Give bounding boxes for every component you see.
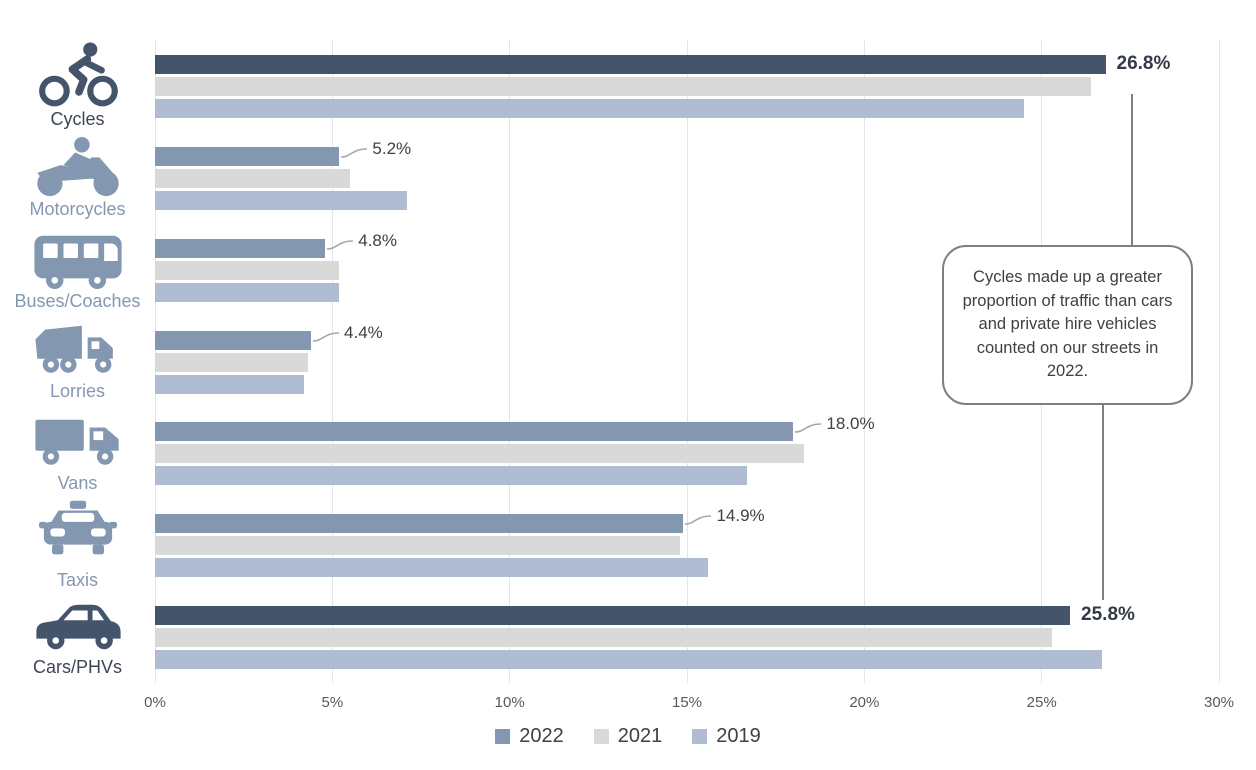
van-icon	[31, 412, 125, 472]
x-tick-0%: 0%	[144, 694, 166, 711]
x-tick-5%: 5%	[321, 694, 344, 711]
car-icon	[31, 596, 125, 656]
gridline-30%	[1218, 40, 1220, 683]
taxi-icon	[38, 499, 117, 569]
category-cell-taxis: Taxis	[0, 499, 155, 591]
category-row-motorcycles: 5.2%	[155, 132, 1219, 224]
leader-line-vans	[795, 423, 822, 434]
annotation-text: Cycles made up a greater proportion of t…	[962, 268, 1173, 381]
data-label-motorcycles: 5.2%	[372, 138, 412, 158]
x-tick-10%: 10%	[494, 694, 525, 711]
legend-item-2021: 2021	[593, 725, 663, 748]
data-label-group-lorries: 4.4%	[313, 324, 383, 348]
category-label-lorries: Lorries	[49, 381, 106, 402]
legend-swatch-2019	[692, 729, 708, 744]
category-row-cycles: 26.8%	[155, 40, 1219, 132]
data-label-buses-coaches: 4.8%	[358, 230, 397, 250]
legend-label-2019: 2019	[716, 725, 761, 747]
data-label-group-motorcycles: 5.2%	[341, 140, 411, 164]
bar-2021-motorcycles	[155, 168, 351, 188]
bar-2019-lorries	[155, 374, 304, 394]
annotation-callout: Cycles made up a greater proportion of t…	[942, 245, 1193, 405]
bar-2021-taxis	[155, 536, 680, 556]
data-label-lorries: 4.4%	[344, 322, 383, 342]
category-label-taxis: Taxis	[56, 570, 98, 591]
category-row-taxis: 14.9%	[155, 499, 1219, 591]
gridline-5%	[331, 40, 333, 683]
category-cell-motorcycles: Motorcycles	[0, 132, 155, 224]
legend: 2022 2021 2019	[0, 725, 1256, 748]
leader-line-buses-coaches	[327, 239, 354, 250]
x-tick-25%: 25%	[1026, 694, 1057, 711]
gridline-20%	[863, 40, 865, 683]
leader-line-motorcycles	[341, 148, 368, 158]
annotation-connector-bottom	[1102, 405, 1104, 600]
category-row-cars-phvs: 25.8%	[155, 591, 1219, 683]
bar-2021-cars-phvs	[155, 628, 1053, 648]
category-cell-vans: Vans	[0, 407, 155, 499]
bar-2019-cycles	[155, 99, 1024, 118]
motorcycle-icon	[31, 136, 125, 198]
category-label-buses-coaches: Buses/Coaches	[14, 290, 141, 311]
gridline-15%	[686, 40, 688, 683]
x-axis-ticks: 0% 5% 10% 15% 20% 25% 30%	[144, 694, 1234, 714]
bar-2022-vans	[155, 422, 794, 442]
data-label-taxis: 14.9%	[716, 506, 765, 526]
category-row-buses-coaches: 4.8%	[155, 224, 1219, 316]
bar-2022-motorcycles	[155, 146, 340, 166]
legend-item-2022: 2022	[495, 725, 564, 748]
category-cell-buses-coaches: Buses/Coaches	[0, 224, 155, 316]
bar-2021-lorries	[155, 352, 308, 372]
bar-2022-taxis	[155, 514, 684, 534]
leader-line-lorries	[313, 331, 340, 342]
bar-2021-vans	[155, 444, 805, 464]
bus-icon	[31, 228, 125, 290]
category-cell-lorries: Lorries	[0, 316, 155, 408]
annotation-connector-top	[1131, 94, 1133, 245]
data-label-cycles: 26.8%	[1116, 53, 1171, 74]
bar-2019-cars-phvs	[155, 650, 1102, 670]
legend-label-2022: 2022	[519, 725, 564, 747]
data-label-group-cycles: 26.8%	[1117, 54, 1171, 78]
bar-2019-buses-coaches	[155, 282, 340, 302]
data-label-group-cars-phvs: 25.8%	[1081, 605, 1135, 629]
category-cell-cycles: Cycles	[0, 40, 155, 132]
bar-2019-vans	[155, 466, 748, 486]
leader-line-taxis	[685, 515, 712, 526]
category-label-vans: Vans	[57, 473, 98, 494]
bar-2019-motorcycles	[155, 190, 407, 210]
data-label-cars-phvs: 25.8%	[1081, 604, 1135, 626]
legend-swatch-2022	[495, 729, 511, 744]
data-label-group-buses-coaches: 4.8%	[327, 232, 397, 256]
legend-label-2021: 2021	[617, 725, 663, 747]
category-label-cycles: Cycles	[50, 108, 105, 129]
bar-2022-cycles	[155, 55, 1106, 74]
bar-2021-buses-coaches	[155, 260, 340, 280]
data-label-group-vans: 18.0%	[795, 414, 875, 439]
plot-area: 26.8% 5.2% 4.8% 4.4% 18.0% 14.9% 25.8%	[154, 40, 1220, 683]
category-row-lorries: 4.4%	[155, 316, 1219, 408]
category-axis: Cycles Motorcycles Buses/Coaches Lorries Van…	[0, 40, 155, 683]
bar-2022-cars-phvs	[155, 606, 1071, 626]
category-row-vans: 18.0%	[155, 407, 1219, 499]
lorry-icon	[31, 320, 125, 380]
legend-item-2019: 2019	[692, 725, 761, 748]
bar-2019-taxis	[155, 558, 709, 578]
bar-2022-lorries	[155, 330, 312, 350]
data-label-vans: 18.0%	[826, 414, 875, 434]
category-cell-cars-phvs: Cars/PHVs	[0, 591, 155, 683]
category-label-cars-phvs: Cars/PHVs	[32, 657, 122, 678]
x-tick-20%: 20%	[849, 694, 880, 711]
bar-2021-cycles	[155, 77, 1092, 96]
legend-swatch-2021	[593, 729, 609, 744]
category-label-motorcycles: Motorcycles	[29, 198, 126, 219]
x-tick-15%: 15%	[671, 694, 703, 711]
data-label-group-taxis: 14.9%	[685, 506, 765, 531]
x-tick-30%: 30%	[1203, 694, 1235, 711]
cyclist-icon	[32, 42, 124, 108]
gridline-10%	[509, 40, 511, 683]
bar-2022-buses-coaches	[155, 238, 326, 258]
